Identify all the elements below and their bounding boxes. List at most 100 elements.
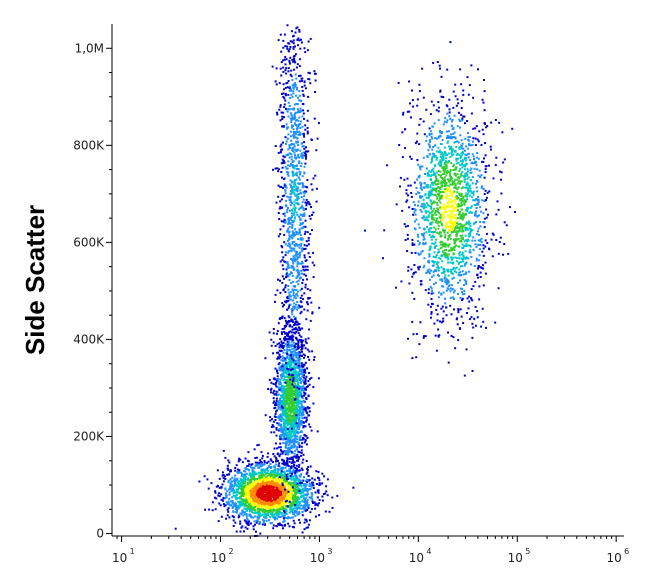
event-dot	[295, 202, 298, 205]
event-dot	[290, 216, 293, 219]
event-dot	[268, 479, 271, 482]
event-dot	[311, 498, 314, 501]
event-dot	[292, 475, 295, 478]
event-dot	[296, 346, 299, 349]
event-dot	[272, 328, 275, 330]
event-dot	[290, 420, 292, 423]
event-dot	[302, 385, 305, 388]
event-dot	[290, 121, 293, 123]
event-dot	[290, 374, 293, 377]
event-dot	[294, 354, 297, 357]
event-dot	[285, 475, 288, 478]
event-dot	[298, 377, 301, 380]
event-dot	[228, 516, 231, 519]
event-dot	[289, 217, 292, 220]
event-dot	[301, 373, 304, 376]
event-dot	[294, 394, 297, 397]
event-dot	[309, 217, 312, 220]
event-dot	[275, 390, 278, 393]
event-dot	[285, 442, 288, 445]
event-dot	[294, 432, 297, 435]
event-dot	[299, 238, 302, 241]
event-dot	[282, 514, 285, 517]
event-dot	[297, 396, 300, 399]
event-dot	[305, 500, 308, 503]
event-dot	[298, 420, 301, 423]
event-dot	[297, 381, 300, 384]
event-dot	[267, 388, 270, 390]
event-dot	[257, 512, 260, 514]
event-dot	[302, 406, 305, 409]
event-dot	[313, 358, 315, 361]
event-dot	[245, 515, 248, 518]
event-dot	[272, 332, 275, 335]
event-dot	[289, 298, 292, 301]
event-dot	[303, 391, 306, 394]
event-dot	[290, 501, 293, 504]
event-dot	[220, 498, 223, 501]
event-dot	[238, 457, 241, 460]
event-dot	[276, 401, 279, 404]
event-dot	[288, 291, 291, 294]
event-dot	[298, 446, 301, 449]
event-dot	[285, 443, 287, 446]
event-dot	[305, 416, 308, 419]
event-dot	[299, 482, 302, 485]
event-dot	[275, 502, 277, 505]
event-dot	[284, 243, 287, 246]
event-dot	[279, 442, 282, 445]
event-dot	[291, 202, 294, 205]
event-dot	[303, 363, 306, 366]
event-dot	[296, 438, 299, 441]
event-dot	[285, 126, 288, 129]
event-dot	[319, 483, 322, 486]
event-dot	[275, 475, 278, 478]
event-dot	[295, 483, 298, 486]
event-dot	[275, 409, 278, 412]
event-dot	[302, 93, 305, 96]
event-dot	[244, 480, 247, 483]
event-dot	[299, 254, 301, 257]
event-dot	[283, 212, 286, 215]
event-dot	[247, 507, 250, 510]
event-dot	[299, 406, 302, 409]
event-dot	[282, 359, 285, 362]
event-dot	[295, 123, 298, 126]
event-dot	[246, 497, 249, 500]
event-dot	[285, 415, 288, 418]
event-dot	[210, 482, 213, 485]
event-dot	[266, 505, 268, 508]
event-dot	[290, 402, 293, 405]
event-dot	[282, 289, 285, 292]
event-dot	[289, 410, 292, 413]
event-dot	[294, 317, 297, 320]
event-dot	[238, 487, 241, 489]
event-dot	[295, 86, 298, 89]
event-dot	[278, 342, 281, 345]
event-dot	[299, 171, 302, 174]
event-dot	[286, 495, 289, 498]
event-dot	[261, 510, 264, 513]
event-dot	[282, 344, 285, 347]
event-dot	[285, 67, 288, 70]
event-dot	[291, 471, 294, 473]
event-dot	[302, 387, 305, 390]
event-dot	[290, 186, 293, 189]
event-dot	[310, 139, 313, 141]
event-dot	[282, 479, 285, 482]
event-dot	[258, 503, 261, 506]
event-dot	[258, 499, 261, 501]
event-dot	[295, 276, 298, 279]
event-dot	[224, 475, 226, 478]
event-dot	[290, 30, 293, 33]
event-dot	[301, 186, 304, 189]
event-dot	[281, 372, 284, 375]
event-dot	[306, 186, 309, 189]
event-dot	[283, 116, 285, 119]
event-dot	[226, 464, 229, 467]
event-dot	[287, 275, 290, 278]
event-dot	[306, 468, 309, 470]
event-dot	[294, 500, 297, 503]
event-dot	[303, 191, 306, 194]
event-dot	[312, 177, 315, 180]
